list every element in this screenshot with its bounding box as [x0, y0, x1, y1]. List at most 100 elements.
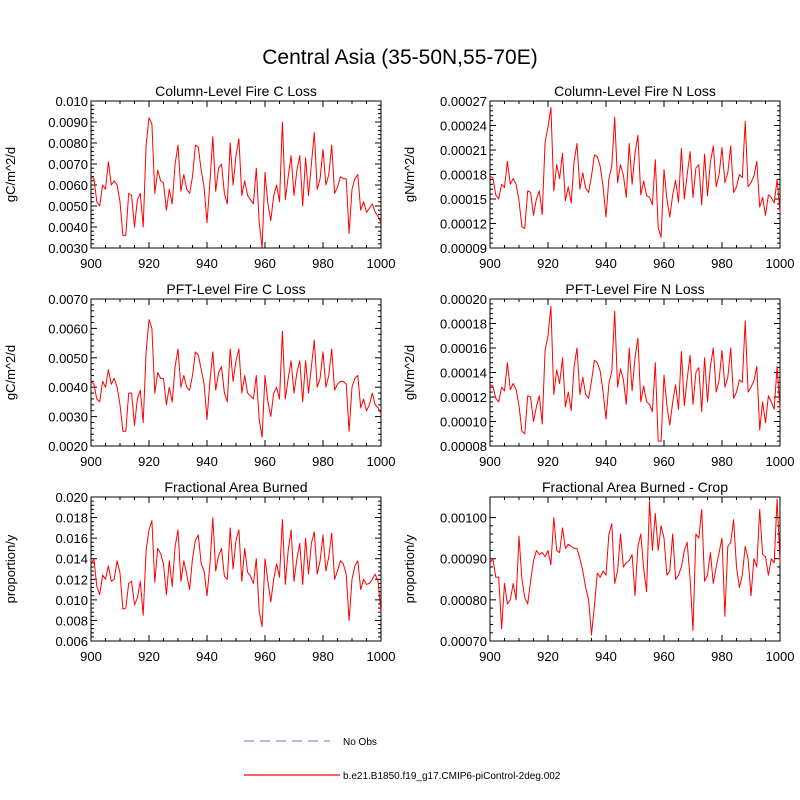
x-tick-label: 900: [80, 256, 102, 271]
x-tick-label: 1000: [367, 256, 396, 271]
panel-title: Column-Level Fire C Loss: [155, 83, 317, 99]
y-tick-label: 0.00015: [440, 192, 487, 207]
x-tick-label: 920: [138, 649, 160, 664]
x-tick-label: 1000: [367, 649, 396, 664]
chart-panel-4: 900 920 940 960 980 1000 0.00008 0.00010 0.00012…: [402, 281, 794, 469]
x-tick-label: 960: [653, 454, 675, 469]
y-tick-label: 0.0060: [48, 178, 88, 193]
y-tick-label: 0.0070: [48, 292, 88, 307]
figure-title: Central Asia (35-50N,55-70E): [262, 46, 537, 69]
panel-title: Fractional Area Burned - Crop: [542, 479, 728, 495]
x-tick-label: 940: [196, 454, 218, 469]
y-tick-label: 0.020: [55, 490, 88, 505]
y-tick-label: 0.00018: [440, 317, 487, 332]
x-tick-label: 980: [711, 454, 733, 469]
chart-panel-2: 900 920 940 960 980 1000 0.00009 0.00012 0.00015…: [402, 83, 794, 271]
y-tick-label: 0.00100: [440, 511, 487, 526]
x-tick-label: 960: [254, 649, 276, 664]
y-tick-label: 0.00021: [440, 143, 487, 158]
plot-frame: [489, 298, 781, 447]
x-tick-label: 1000: [766, 649, 795, 664]
legend-label-model-run: b.e21.B1850.f19_g17.CMIP6-piControl-2deg…: [343, 771, 561, 782]
legend-entry-model-run: b.e21.B1850.f19_g17.CMIP6-piControl-2deg…: [244, 771, 561, 782]
y-tick-label: 0.00024: [440, 119, 487, 134]
series-line-1: [489, 305, 781, 442]
legend-entry-no-obs: No Obs: [244, 737, 377, 748]
y-tick-label: 0.00027: [440, 94, 487, 109]
y-tick-label: 0.0050: [48, 199, 88, 214]
x-tick-label: 920: [138, 256, 160, 271]
x-tick-label: 1000: [766, 454, 795, 469]
y-axis-label: proportion/y: [3, 534, 18, 603]
y-tick-label: 0.0030: [48, 410, 88, 425]
x-tick-label: 940: [595, 454, 617, 469]
y-tick-label: 0.00020: [440, 292, 487, 307]
x-tick-label: 960: [653, 256, 675, 271]
x-tick-label: 900: [479, 256, 501, 271]
series-line-1: [489, 498, 781, 636]
y-tick-label: 0.010: [55, 94, 88, 109]
y-tick-label: 0.00008: [440, 439, 487, 454]
y-tick-label: 0.0070: [48, 157, 88, 172]
x-tick-label: 900: [479, 454, 501, 469]
y-tick-label: 0.0060: [48, 321, 88, 336]
y-tick-label: 0.016: [55, 531, 88, 546]
x-tick-label: 920: [138, 454, 160, 469]
y-tick-label: 0.00018: [440, 168, 487, 183]
x-tick-label: 940: [595, 256, 617, 271]
x-tick-label: 960: [254, 454, 276, 469]
x-tick-label: 940: [595, 649, 617, 664]
y-tick-label: 0.0040: [48, 380, 88, 395]
series-line-1: [90, 319, 382, 438]
x-tick-label: 940: [196, 649, 218, 664]
x-tick-label: 920: [537, 454, 559, 469]
series-line-1: [90, 117, 382, 249]
y-tick-label: 0.0040: [48, 220, 88, 235]
x-tick-label: 920: [537, 256, 559, 271]
y-axis-label: gC/m^2/d: [3, 345, 18, 400]
x-tick-label: 900: [80, 649, 102, 664]
legend-label-no-obs: No Obs: [343, 737, 377, 748]
y-tick-label: 0.0080: [48, 136, 88, 151]
x-tick-label: 940: [196, 256, 218, 271]
x-tick-label: 1000: [766, 256, 795, 271]
plot-frame: [90, 496, 382, 642]
panel-title: Fractional Area Burned: [164, 479, 307, 495]
chart-panel-3: 900 920 940 960 980 1000 0.0020 0.0030 0.0040 0.0…: [3, 281, 395, 469]
x-tick-label: 960: [653, 649, 675, 664]
y-tick-label: 0.012: [55, 572, 88, 587]
x-tick-label: 980: [711, 256, 733, 271]
chart-panel-1: 900 920 940 960 980 1000 0.0030 0.0040 0.0050 0.0…: [3, 83, 395, 271]
x-tick-label: 980: [312, 454, 334, 469]
x-tick-label: 980: [711, 649, 733, 664]
x-tick-label: 900: [80, 454, 102, 469]
plot-frame: [489, 100, 781, 249]
panel-title: Column-Level Fire N Loss: [554, 83, 716, 99]
legend: No Obs b.e21.B1850.f19_g17.CMIP6-piContr…: [244, 737, 561, 782]
y-tick-label: 0.00009: [440, 241, 487, 256]
y-tick-label: 0.014: [55, 552, 88, 567]
y-axis-label: gN/m^2/d: [402, 345, 417, 400]
x-tick-label: 980: [312, 649, 334, 664]
y-tick-label: 0.0020: [48, 439, 88, 454]
y-tick-label: 0.00016: [440, 341, 487, 356]
y-tick-label: 0.0030: [48, 241, 88, 256]
x-tick-label: 920: [537, 649, 559, 664]
x-tick-label: 960: [254, 256, 276, 271]
panel-title: PFT-Level Fire N Loss: [565, 281, 704, 297]
panels: 900 920 940 960 980 1000 0.0030 0.0040 0.0050 0.0…: [3, 83, 794, 664]
y-tick-label: 0.00080: [440, 593, 487, 608]
y-tick-label: 0.0050: [48, 351, 88, 366]
x-tick-label: 980: [312, 256, 334, 271]
y-tick-label: 0.010: [55, 593, 88, 608]
y-tick-label: 0.00070: [440, 634, 487, 649]
x-tick-label: 1000: [367, 454, 396, 469]
series-line-1: [489, 107, 781, 238]
y-tick-label: 0.0090: [48, 115, 88, 130]
x-tick-label: 900: [479, 649, 501, 664]
series-line-1: [90, 517, 382, 628]
y-tick-label: 0.008: [55, 613, 88, 628]
chart-panel-6: 900 920 940 960 980 1000 0.00070 0.00080 0.00090…: [402, 479, 794, 664]
y-tick-label: 0.00010: [440, 415, 487, 430]
